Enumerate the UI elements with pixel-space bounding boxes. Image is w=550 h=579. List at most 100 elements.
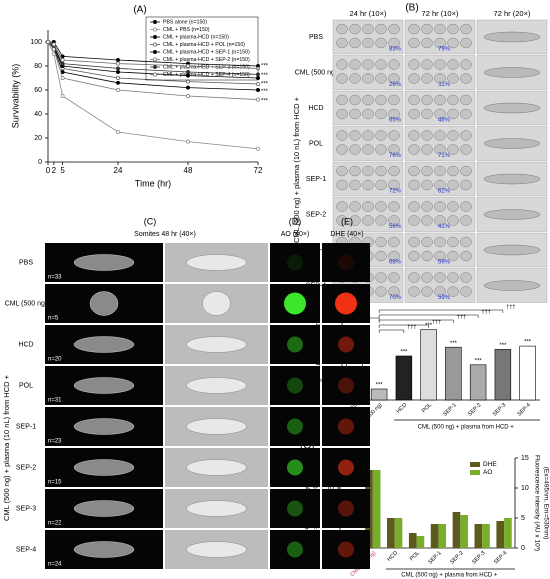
embryo	[362, 144, 374, 155]
point	[256, 88, 260, 92]
embryo	[388, 215, 400, 226]
fluorescence	[338, 500, 354, 517]
bar	[494, 349, 512, 401]
embryo	[447, 108, 459, 120]
significance: ***	[524, 340, 532, 346]
embryo	[483, 31, 541, 43]
percent: 65%	[389, 118, 402, 124]
bar	[430, 524, 439, 548]
fluorescence	[287, 336, 303, 353]
row-label: CML (500 ng)	[5, 300, 48, 307]
column-header: AO (40×)	[281, 231, 310, 238]
embryo	[421, 37, 433, 49]
embryo	[186, 418, 247, 435]
photo	[270, 366, 320, 405]
embryo	[460, 201, 472, 212]
photo	[270, 243, 320, 282]
bar	[445, 346, 462, 401]
significance: ***	[475, 358, 483, 364]
point	[186, 70, 190, 74]
photo	[322, 407, 370, 446]
point	[116, 66, 120, 71]
embryo	[447, 236, 459, 248]
embryo	[408, 165, 420, 177]
point	[186, 94, 190, 98]
annotation: ***	[261, 98, 269, 104]
embryo	[408, 272, 420, 283]
bar	[408, 533, 417, 548]
significance: ***	[400, 350, 408, 356]
embryo	[421, 94, 433, 106]
x-tick-label: SEP-4	[517, 402, 532, 417]
embryo	[483, 138, 541, 149]
bar	[416, 536, 425, 548]
row-label: SEP-4	[16, 546, 36, 553]
y-tick-label: 5	[521, 515, 525, 522]
embryo	[460, 179, 472, 191]
column-header: 24 hr (10×)	[350, 9, 387, 18]
bracket-label: †††	[482, 309, 491, 315]
panel-label: (D)	[289, 216, 302, 226]
embryo	[349, 94, 361, 106]
embryo	[73, 254, 135, 271]
x-tick-label: HCD	[386, 550, 399, 563]
bar	[460, 515, 468, 548]
x-tick-label: POL	[421, 402, 433, 414]
y-tick-label: 10	[326, 485, 334, 492]
embryo	[447, 215, 459, 226]
photo	[322, 325, 370, 364]
point	[186, 79, 190, 84]
embryo	[362, 94, 374, 106]
annotation: ***	[261, 73, 269, 79]
legend-swatch	[470, 470, 480, 475]
embryo	[434, 236, 446, 248]
embryo	[421, 215, 433, 226]
embryo	[408, 94, 420, 106]
significance: ***	[450, 341, 458, 347]
row-label: PBS	[19, 259, 33, 266]
y-tick-label: 15	[521, 455, 529, 462]
embryo	[388, 37, 400, 49]
embryo	[447, 130, 459, 141]
row-label: POL	[19, 382, 33, 389]
column-header: Somites 48 hr (40×)	[134, 231, 196, 238]
group-label: CML (500 ng) + plasma from HCD +	[418, 425, 515, 431]
series-line	[47, 41, 259, 150]
percent: 59%	[438, 260, 451, 266]
point	[60, 94, 65, 98]
fluorescence	[338, 377, 354, 394]
y-tick-label: 80	[34, 63, 42, 70]
point	[116, 58, 120, 62]
embryo	[408, 236, 420, 248]
embryo	[202, 291, 231, 316]
percent: 70%	[389, 295, 402, 301]
embryo	[460, 94, 472, 106]
point	[60, 61, 65, 66]
column-header: DHE (40×)	[330, 231, 363, 238]
bracket-label: †††	[506, 304, 515, 310]
row-label: HCD	[308, 105, 323, 112]
embryo	[447, 59, 459, 70]
embryo	[408, 144, 420, 155]
embryo	[460, 130, 472, 141]
embryo	[421, 236, 433, 248]
embryo	[362, 108, 374, 120]
embryo	[362, 37, 374, 49]
bar	[438, 524, 447, 548]
panel-label: (C)	[144, 216, 157, 226]
point	[116, 80, 120, 85]
embryo	[375, 37, 387, 49]
y-tick-label: 10	[521, 485, 529, 492]
embryo	[421, 179, 433, 191]
embryo	[408, 215, 420, 226]
embryo	[434, 23, 446, 35]
x-tick-label: 72	[254, 166, 263, 175]
embryo	[460, 144, 472, 155]
bracket-label: †††	[432, 319, 441, 325]
photo	[270, 325, 320, 364]
embryo	[375, 215, 387, 226]
legend-label: CML + plasma-HCD + POL (n=150)	[163, 42, 245, 48]
point	[256, 97, 260, 102]
embryo	[447, 73, 459, 84]
embryo	[388, 108, 400, 120]
